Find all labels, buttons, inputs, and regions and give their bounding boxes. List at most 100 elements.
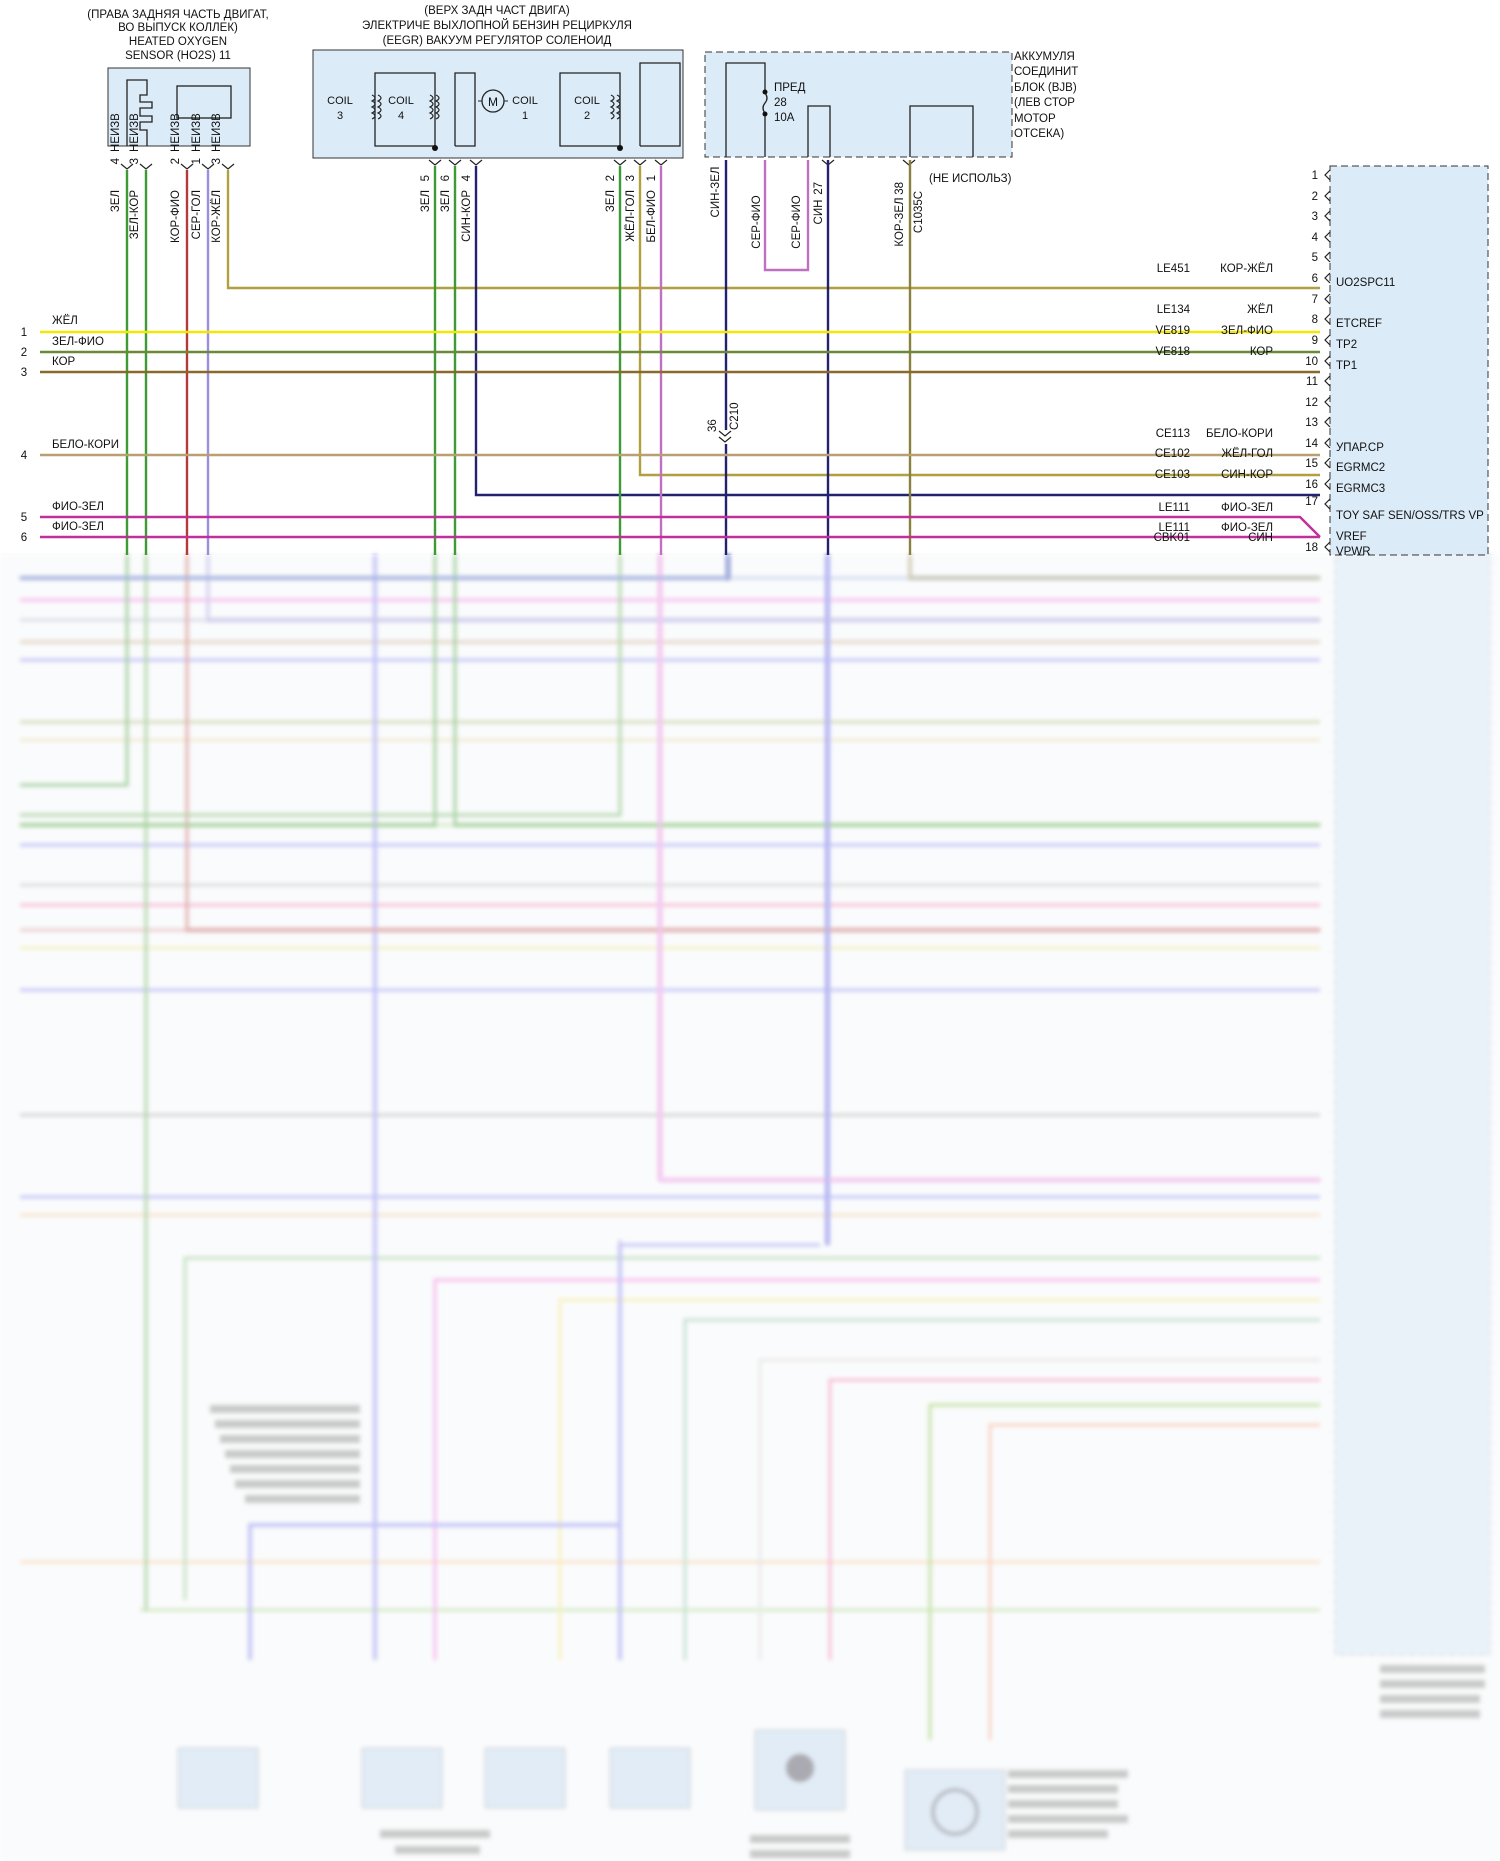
pcm-pin-number: 12 [1305,397,1318,409]
egr-coil-number: 3 [337,110,343,122]
relay-coil-icon [370,94,621,120]
pin-tag: НЕИЗВ [110,113,122,152]
pin-number: 2 [170,158,182,164]
pcm-wire-color: ЖЁЛ [1247,304,1273,316]
pcm-wire-color: КОР [1250,346,1274,358]
pcm-pin-number: 13 [1305,417,1318,429]
connector-chevron-icon [1324,375,1331,387]
egr-coil-label: COIL [327,95,353,107]
pin-number: 3 [625,175,637,181]
pcm-circuit-id: LE451 [1157,263,1190,275]
pcm-pin-number: 3 [1312,211,1318,223]
heater-coil-icon [126,79,153,146]
connector-chevron-icon [1324,396,1331,408]
bjb-component: ПРЕД 28 10A АККУМУЛЯ СОЕДИНИТ БЛОК (BJB)… [704,51,1078,158]
o2-sensor-title-line: HEATED OXYGEN [129,36,227,48]
line-number: 2 [21,347,27,359]
pin-number: 5 [420,175,432,181]
egr-coil-label: COIL [512,95,538,107]
sensor-element-icon [176,85,232,119]
connector-chevron-icon [1324,437,1331,449]
connector-chevron-icon [1324,231,1331,243]
pcm-pin-number: 16 [1305,479,1318,491]
pin-tag: НЕИЗВ [191,113,203,152]
wire-color-label: КОР-ЗЕЛ [894,197,906,246]
line-wire-label: КОР [52,356,76,368]
fuse-icon [762,89,768,117]
line-number: 4 [21,450,28,462]
egr-solenoid-component: (ВЕРХ ЗАДН ЧАСТ ДВИГА) ЭЛЕКТРИЧЕ ВЫХЛОПН… [312,5,684,159]
wire-color-label: СЕР-ФИО [751,195,763,248]
o2-sensor-title-line: SENSOR (HO2S) 11 [125,50,231,62]
pcm-wire-color: ФИО-ЗЕЛ [1221,522,1273,534]
bjb-title-line: АККУМУЛЯ [1014,51,1075,63]
pcm-pin-number: 17 [1305,496,1318,508]
line-number: 3 [21,367,27,379]
line-number: 5 [21,512,27,524]
pcm-pin-number: 9 [1312,335,1318,347]
line-number: 1 [21,327,27,339]
o2-sensor-title-line: (ПРАВА ЗАДНЯЯ ЧАСТЬ ДВИГАТ, [87,9,268,21]
pcm-pin-number: 6 [1312,273,1318,285]
wire-color-label: БЕЛ-ФИО [646,190,658,243]
line-wire-label: ФИО-ЗЕЛ [52,501,104,513]
pcm-pin-number: 10 [1305,356,1318,368]
pin-number: 3 [129,158,141,164]
connector-chevron-icon [1324,210,1331,222]
wire-color-label: ЖЁЛ-ГОЛ [625,190,637,242]
connector-chevron-icon [1324,541,1331,553]
line-number: 6 [21,532,27,544]
pin-number: 4 [461,174,473,181]
pcm-pin-number: 5 [1312,252,1318,264]
pcm-pin-number: 11 [1306,376,1318,388]
inline-connector-name: C210 [729,403,741,431]
connector-chevron-icon [1324,169,1331,181]
pcm-signal-name: ETCREF [1336,318,1382,330]
inline-connector-c210: 36 C210 [707,403,741,433]
pcm-pin-number: 15 [1305,458,1318,470]
connector-chevron-icon [1324,478,1331,490]
pcm-circuit-id: VE819 [1155,325,1190,337]
bjb-box [704,51,1013,158]
line-wire-label: БЕЛО-КОРИ [52,439,119,451]
pin-number: 1 [646,175,658,181]
egr-coil-label: COIL [388,95,414,107]
pcm-circuit-id: CBK01 [1154,532,1190,544]
pcm-wire-color: ЗЕЛ-ФИО [1221,325,1273,337]
pcm-circuit-id: CE102 [1155,448,1190,460]
pcm-wire-color: ФИО-ЗЕЛ [1221,502,1273,514]
connector-chevron-icon [1324,251,1331,263]
bjb-title-line: БЛОК (BJB) [1014,82,1077,94]
wire-color-label: КОР-ФИО [170,190,182,243]
fuse-number: 28 [774,97,787,109]
bjb-title-line: ОТСЕКА) [1014,128,1064,140]
wire-color-label: КОР-ЖЁЛ [211,190,223,243]
pcm-signal-name: УПАР.СР [1336,442,1384,454]
motor-label: M [488,95,498,109]
wire-color-label: СИН [813,200,825,225]
egr-coil-number: 2 [584,110,590,122]
pin-number: 1 [191,158,203,164]
unused-note: (НЕ ИСПОЛЬЗ) [929,173,1012,185]
egr-coil-number: 1 [522,110,528,122]
wire-color-label: ЗЕЛ [110,190,122,212]
motor-icon: M [478,89,508,113]
egr-coil-label: COIL [574,95,600,107]
pcm-signal-name: TOY SAF SEN/OSS/TRS VP [1336,510,1484,522]
pcm-circuit-id: LE111 [1158,502,1190,514]
pin-number: 27 [813,182,825,195]
wire-color-label: ЗЕЛ-КОР [129,190,141,240]
left-line-labels: 1 ЖЁЛ 2 ЗЕЛ-ФИО 3 КОР 4 БЕЛО-КОРИ 5 ФИО-… [21,315,119,544]
pcm-circuit-id: VE818 [1155,346,1190,358]
pin-number: 6 [440,175,452,181]
wires-sharp [40,160,1321,555]
egr-coil-number: 4 [398,110,404,122]
pin-tag: НЕИЗВ [170,113,182,152]
pcm-wire-color: КОР-ЖЁЛ [1220,263,1273,275]
pcm-pin-number: 8 [1312,314,1318,326]
pcm-circuit-id: CE113 [1156,428,1190,440]
pcm-pin-number: 18 [1305,542,1318,554]
pcm-circuit-id: CE103 [1155,469,1190,481]
